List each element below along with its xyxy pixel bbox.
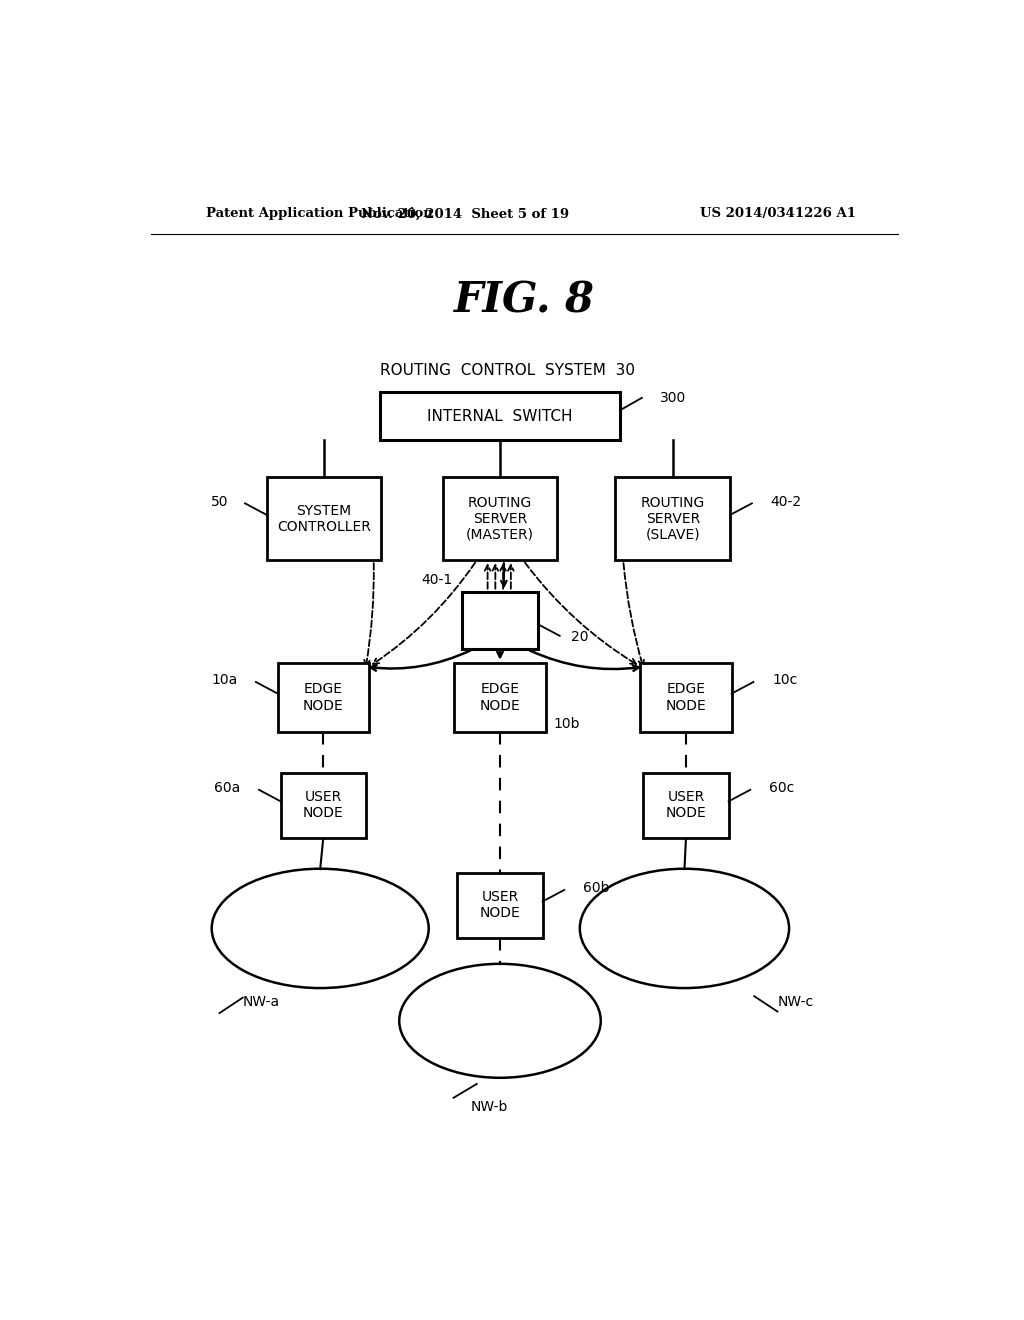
Text: USER
NODE: USER NODE bbox=[479, 890, 520, 920]
Text: NW-c: NW-c bbox=[777, 994, 814, 1008]
Text: 60b: 60b bbox=[583, 882, 609, 895]
Text: USER
NODE: USER NODE bbox=[666, 791, 707, 820]
Bar bbox=[640, 663, 732, 733]
Text: US 2014/0341226 A1: US 2014/0341226 A1 bbox=[700, 207, 856, 220]
Ellipse shape bbox=[399, 964, 601, 1077]
Text: EDGE
NODE: EDGE NODE bbox=[666, 682, 707, 713]
Bar bbox=[455, 663, 546, 733]
Text: FIG. 8: FIG. 8 bbox=[455, 280, 595, 322]
Text: Nov. 20, 2014  Sheet 5 of 19: Nov. 20, 2014 Sheet 5 of 19 bbox=[361, 207, 569, 220]
Bar bbox=[266, 478, 381, 560]
Text: 40-1: 40-1 bbox=[421, 573, 453, 587]
Text: 10c: 10c bbox=[772, 673, 798, 688]
Bar bbox=[643, 774, 729, 838]
Text: NW-a: NW-a bbox=[243, 994, 280, 1008]
Text: ROUTING
SERVER
(MASTER): ROUTING SERVER (MASTER) bbox=[466, 495, 534, 543]
Bar bbox=[380, 392, 621, 441]
Text: SYSTEM
CONTROLLER: SYSTEM CONTROLLER bbox=[278, 504, 371, 533]
Ellipse shape bbox=[580, 869, 790, 989]
Text: NW-b: NW-b bbox=[470, 1100, 508, 1114]
Bar bbox=[442, 478, 557, 560]
Bar bbox=[278, 663, 369, 733]
Text: Patent Application Publication: Patent Application Publication bbox=[206, 207, 432, 220]
Text: EDGE
NODE: EDGE NODE bbox=[479, 682, 520, 713]
Text: 60c: 60c bbox=[769, 781, 795, 795]
Text: ROUTING  CONTROL  SYSTEM  30: ROUTING CONTROL SYSTEM 30 bbox=[380, 363, 635, 378]
Text: 20: 20 bbox=[570, 631, 588, 644]
Text: 300: 300 bbox=[660, 391, 687, 405]
Text: EDGE
NODE: EDGE NODE bbox=[303, 682, 344, 713]
Bar bbox=[615, 478, 730, 560]
Ellipse shape bbox=[212, 869, 429, 989]
Text: 10a: 10a bbox=[211, 673, 238, 688]
Text: 40-2: 40-2 bbox=[770, 495, 802, 508]
Text: 10b: 10b bbox=[554, 717, 580, 731]
Bar bbox=[458, 873, 543, 937]
Bar bbox=[281, 774, 366, 838]
Text: 50: 50 bbox=[211, 495, 228, 508]
Text: 60a: 60a bbox=[214, 781, 241, 795]
Bar bbox=[462, 591, 538, 649]
Text: USER
NODE: USER NODE bbox=[303, 791, 344, 820]
Text: ROUTING
SERVER
(SLAVE): ROUTING SERVER (SLAVE) bbox=[641, 495, 705, 543]
Text: INTERNAL  SWITCH: INTERNAL SWITCH bbox=[427, 409, 572, 424]
